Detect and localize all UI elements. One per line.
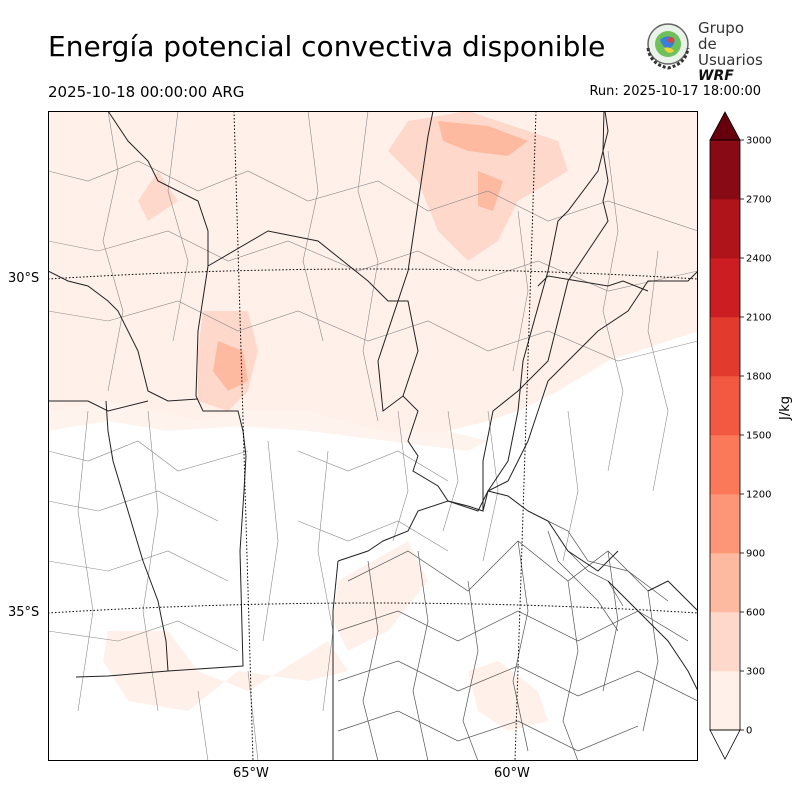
colorbar-tick-label: 1500 xyxy=(746,431,771,442)
colorbar-segment xyxy=(710,376,740,436)
map-title: Energía potencial convectiva disponible xyxy=(48,30,606,63)
run-time: Run: 2025-10-17 18:00:00 xyxy=(589,84,761,99)
colorbar-tick-label: 2700 xyxy=(746,195,771,206)
colorbar-ticks: 0 300 600 900 1200 1500 1800 2100 2400 2700 3000 xyxy=(740,136,771,737)
colorbar-tick-label: 2100 xyxy=(746,313,771,324)
colorbar-tick-label: 3000 xyxy=(746,136,771,147)
colorbar-segment xyxy=(710,435,740,495)
map-frame xyxy=(48,111,698,761)
colorbar-segment xyxy=(710,553,740,613)
wrf-logo: Grupo de Usuarios WRF xyxy=(640,18,763,84)
department-borders xyxy=(48,111,698,761)
logo-line-1: Grupo de xyxy=(698,19,744,53)
colorbar-unit-label: J/kg xyxy=(778,396,793,420)
colorbar-segment xyxy=(710,140,740,200)
lon-label-65w: 65°W xyxy=(233,766,269,781)
colorbar-segments xyxy=(710,140,740,731)
colorbar-tick-label: 900 xyxy=(746,549,765,560)
lat-label-30s: 30°S xyxy=(8,271,40,286)
lat-label-35s: 35°S xyxy=(8,605,40,620)
colorbar-segment xyxy=(710,199,740,259)
cape-map xyxy=(48,111,698,761)
colorbar-segment xyxy=(710,612,740,672)
province-borders xyxy=(48,111,698,761)
colorbar-tick-label: 2400 xyxy=(746,254,771,265)
colorbar: 0 300 600 900 1200 1500 1800 2100 2400 2700 3000 xyxy=(709,111,771,760)
colorbar-segment xyxy=(710,494,740,554)
cape-shading xyxy=(48,111,698,731)
colorbar-under-arrow xyxy=(709,729,741,760)
colorbar-tick-label: 1200 xyxy=(746,490,771,501)
logo-line-3: WRF xyxy=(698,68,734,84)
colorbar-tick-label: 0 xyxy=(746,726,752,737)
valid-time: 2025-10-18 00:00:00 ARG xyxy=(48,83,245,101)
lon-label-60w: 60°W xyxy=(494,766,530,781)
graticule xyxy=(48,111,698,761)
colorbar-segment xyxy=(710,258,740,318)
colorbar-tick-label: 300 xyxy=(746,667,765,678)
colorbar-over-arrow xyxy=(709,111,741,141)
logo-line-2: Usuarios xyxy=(698,51,763,69)
colorbar-segment xyxy=(710,317,740,377)
globe-laurel-icon xyxy=(646,23,690,70)
colorbar-segment xyxy=(710,671,740,731)
colorbar-tick-label: 1800 xyxy=(746,372,771,383)
colorbar-tick-label: 600 xyxy=(746,608,765,619)
